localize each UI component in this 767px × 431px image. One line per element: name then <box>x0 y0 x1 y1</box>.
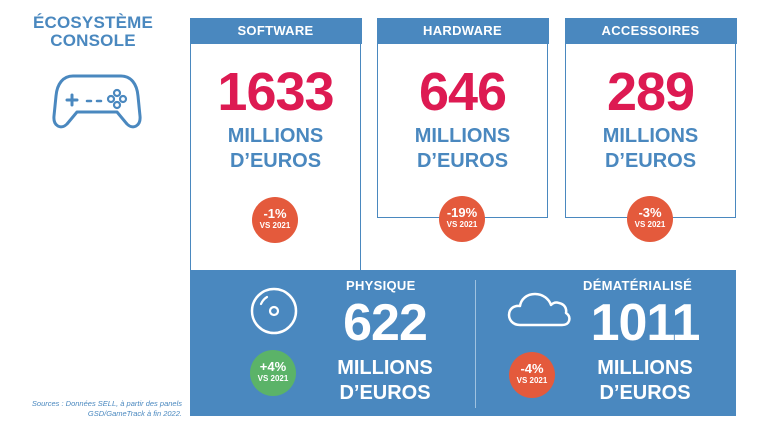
sources-line-2: GSD/GameTrack à fin 2022. <box>87 409 182 418</box>
hardware-unit-line-1: MILLIONS <box>414 125 511 147</box>
physique-unit-line-1: MILLIONS <box>337 357 433 379</box>
sources-note: Sources : Données SELL, à partir des pan… <box>14 399 182 419</box>
accessoires-header: ACCESSOIRES <box>564 17 737 44</box>
accessoires-vs: VS 2021 <box>634 220 666 229</box>
dematerialise-label: DÉMATÉRIALISÉ <box>583 278 693 293</box>
hardware-header: HARDWARE <box>376 17 549 44</box>
dematerialise-change-badge: -4% VS 2021 <box>509 352 555 398</box>
software-unit-line-1: MILLIONS <box>227 125 324 147</box>
software-vs: VS 2021 <box>259 221 291 230</box>
hardware-change-badge: -19% VS 2021 <box>439 196 485 242</box>
accessoires-unit-line-1: MILLIONS <box>602 125 699 147</box>
sources-line-1: Sources : Données SELL, à partir des pan… <box>31 399 182 408</box>
accessoires-value: 289 <box>606 62 695 122</box>
cloud-icon <box>507 292 571 327</box>
hardware-vs: VS 2021 <box>446 220 478 229</box>
hardware-card: HARDWARE 646 MILLIONS D’EUROS <box>376 17 549 218</box>
software-change: -1% <box>263 206 287 221</box>
page-title: ÉCOSYSTÈME CONSOLE <box>18 14 168 50</box>
panel-divider <box>475 280 476 408</box>
gamepad-icon <box>52 74 142 129</box>
disc-icon <box>250 287 298 335</box>
physique-unit: MILLIONS D’EUROS <box>320 356 450 406</box>
dematerialise-vs: VS 2021 <box>516 376 548 385</box>
hardware-unit: MILLIONS D’EUROS <box>378 124 547 174</box>
dematerialise-unit-line-2: D’EUROS <box>599 382 691 404</box>
physique-label: PHYSIQUE <box>346 278 416 293</box>
physique-vs: VS 2021 <box>257 374 289 383</box>
accessoires-card: ACCESSOIRES 289 MILLIONS D’EUROS <box>564 17 737 218</box>
dematerialise-unit-line-1: MILLIONS <box>597 357 693 379</box>
physique-value: 622 <box>343 294 428 352</box>
accessoires-change-badge: -3% VS 2021 <box>627 196 673 242</box>
software-value: 1633 <box>217 62 334 122</box>
physique-change: +4% <box>259 359 287 374</box>
dematerialise-unit: MILLIONS D’EUROS <box>580 356 710 406</box>
hardware-change: -19% <box>446 205 478 220</box>
dematerialise-value: 1011 <box>590 294 701 352</box>
accessoires-change: -3% <box>638 205 662 220</box>
software-card: SOFTWARE 1633 MILLIONS D’EUROS -1% VS 20… <box>189 17 362 278</box>
physique-unit-line-2: D’EUROS <box>339 382 431 404</box>
software-change-badge: -1% VS 2021 <box>252 197 298 243</box>
title-line-1: ÉCOSYSTÈME <box>32 13 154 32</box>
software-unit: MILLIONS D’EUROS <box>191 124 360 174</box>
accessoires-unit-line-2: D’EUROS <box>604 150 697 172</box>
hardware-unit-line-2: D’EUROS <box>416 150 509 172</box>
dematerialise-change: -4% <box>520 361 544 376</box>
software-unit-line-2: D’EUROS <box>229 150 322 172</box>
distribution-panel: PHYSIQUE 622 MILLIONS D’EUROS +4% VS 202… <box>190 270 736 416</box>
accessoires-unit: MILLIONS D’EUROS <box>566 124 735 174</box>
title-line-2: CONSOLE <box>50 31 136 50</box>
software-header: SOFTWARE <box>189 17 362 44</box>
hardware-value: 646 <box>418 62 507 122</box>
physique-change-badge: +4% VS 2021 <box>250 350 296 396</box>
